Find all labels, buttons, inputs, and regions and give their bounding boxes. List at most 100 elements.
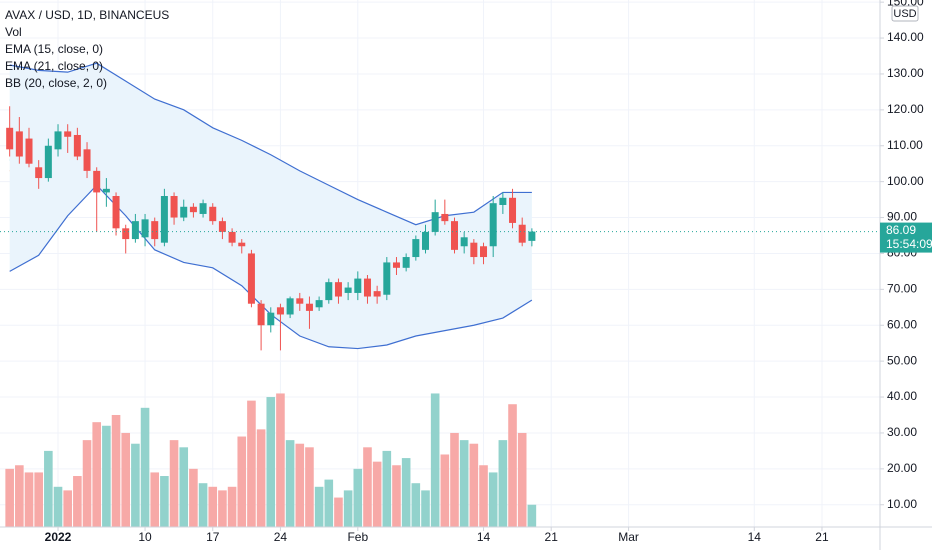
candle-body	[83, 149, 91, 171]
volume-bar	[111, 414, 121, 527]
x-tick-label: 2022	[45, 530, 72, 544]
volume-bar	[15, 465, 24, 527]
candle-body	[209, 206, 217, 222]
y-tick-label: 140.00	[887, 30, 924, 44]
volume-bar	[411, 483, 421, 527]
volume	[5, 393, 537, 527]
candle-body	[160, 196, 168, 243]
labels: AVAX / USD, 1D, BINANCEUS Vol EMA (15, c…	[5, 8, 169, 90]
candle-body	[257, 303, 265, 326]
candle-body	[6, 127, 14, 150]
volume-bar	[401, 458, 411, 527]
candle-body	[73, 134, 81, 157]
candle-body	[412, 239, 420, 258]
candle-body	[35, 167, 43, 179]
candle-body	[218, 221, 226, 232]
candle-body	[421, 231, 429, 250]
candle-body	[354, 278, 362, 293]
x-tick-label: Feb	[347, 530, 368, 544]
y-tick-label: 40.00	[887, 389, 917, 403]
volume-bar	[363, 447, 372, 527]
y-tick-label: 120.00	[887, 102, 924, 116]
candle-body	[199, 203, 207, 214]
candle-body	[451, 221, 459, 250]
volume-bar	[218, 490, 227, 527]
volume-bar	[517, 432, 527, 527]
volume-bar	[498, 440, 508, 527]
volume-bar	[440, 454, 450, 527]
volume-bar	[198, 483, 208, 527]
candle-body	[276, 307, 284, 315]
candle-body	[122, 228, 130, 240]
volume-bar	[276, 393, 285, 527]
y-tick-label: 60.00	[887, 317, 917, 331]
volume-bar	[92, 422, 102, 527]
volume-bar	[73, 476, 82, 527]
y-tick-label: 20.00	[887, 461, 917, 475]
candle-body	[247, 253, 255, 304]
x-tick-label: 21	[815, 530, 829, 544]
candle-body	[64, 131, 72, 137]
y-tick-label: 110.00	[887, 138, 923, 152]
candle-body	[112, 196, 120, 229]
candle-body	[93, 170, 101, 193]
countdown-label: 15:54:09	[886, 237, 932, 251]
candle-body	[509, 197, 517, 223]
volume-bar	[372, 461, 382, 527]
volume-bar	[469, 443, 479, 527]
volume-bar	[392, 465, 401, 527]
volume-bar	[63, 490, 72, 527]
candle-body	[480, 246, 488, 258]
x-tick-label: 17	[206, 530, 220, 544]
candle-body	[189, 206, 197, 213]
volume-bar	[53, 486, 63, 527]
legend-entry: EMA (21, close, 0)	[5, 59, 103, 73]
candle-body	[373, 291, 381, 297]
candle-body	[344, 287, 352, 293]
volume-bar	[247, 400, 256, 527]
x-tick-label: 24	[274, 530, 288, 544]
volume-bar	[266, 397, 276, 527]
y-tick-label: 130.00	[887, 66, 924, 80]
volume-bar	[102, 425, 111, 527]
currency-label: USD	[893, 8, 916, 20]
volume-bar	[421, 490, 430, 527]
candle-body	[325, 282, 333, 301]
x-tick-label: 21	[545, 530, 559, 544]
y-tick-label: 100.00	[887, 174, 924, 188]
candle-body	[528, 231, 536, 241]
bb-fill	[9, 63, 532, 349]
volume-bar	[5, 468, 14, 527]
x-tick-label: 14	[477, 530, 491, 544]
volume-bar	[140, 407, 150, 527]
candle-body	[267, 312, 275, 326]
volume-bar	[24, 472, 34, 527]
chart-title: AVAX / USD, 1D, BINANCEUS	[5, 8, 169, 22]
volume-bar	[82, 440, 92, 527]
candle-body	[518, 224, 526, 243]
candles	[0, 106, 880, 351]
volume-bar	[121, 432, 131, 527]
volume-bar	[527, 504, 537, 527]
candle-body	[392, 262, 400, 268]
y-tick-label: 150.00	[887, 0, 924, 8]
volume-bar	[34, 472, 43, 527]
volume-bar	[285, 440, 295, 527]
legend-entry: Vol	[5, 25, 22, 39]
volume-bar	[295, 443, 305, 527]
y-tick-label: 70.00	[887, 282, 917, 296]
volume-bar	[237, 436, 247, 527]
volume-bar	[160, 476, 169, 527]
volume-bar	[343, 490, 353, 527]
volume-bar	[256, 429, 266, 527]
volume-bar	[227, 486, 237, 527]
currency-box	[891, 5, 919, 22]
price-axis-panel	[880, 0, 932, 550]
candle-body	[470, 242, 478, 258]
candle-body	[131, 221, 139, 240]
candle-body	[15, 131, 23, 157]
candle-body	[286, 298, 294, 315]
volume-bar	[150, 472, 160, 527]
candle-body	[151, 221, 159, 240]
